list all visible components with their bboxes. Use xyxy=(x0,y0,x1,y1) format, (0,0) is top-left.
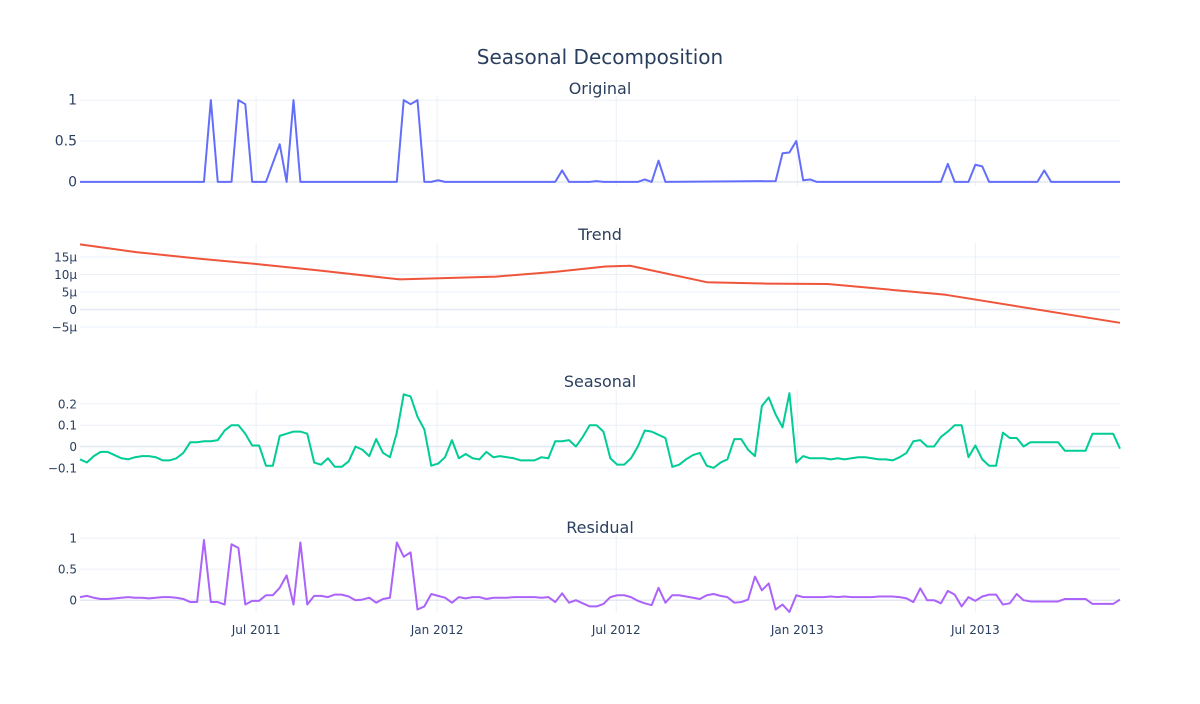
seasonal-ytick-label: 0.1 xyxy=(58,419,77,433)
residual-ytick-label: 0 xyxy=(69,594,77,608)
original-subplot-title: Original xyxy=(569,79,632,98)
x-tick-label: Jul 2012 xyxy=(591,623,641,637)
residual-series-line xyxy=(79,538,1121,613)
x-axis: Jul 2011 Jan 2012 Jul 2012 Jan 2013 Jul 2013 xyxy=(231,623,1000,637)
seasonal-ytick-label: 0.2 xyxy=(58,397,77,411)
original-series-line xyxy=(80,99,1120,183)
trend-ytick-label: 15μ xyxy=(54,251,77,265)
residual-ytick-label: 0.5 xyxy=(58,563,77,577)
original-ytick-label: 0.5 xyxy=(55,134,77,150)
original-ytick-label: 1 xyxy=(68,93,77,109)
trend-ytick-label: −5μ xyxy=(52,321,78,335)
seasonal-series-line xyxy=(79,392,1121,469)
seasonal-panel: −0.1 0 0.1 0.2 Seasonal xyxy=(48,372,1121,475)
x-tick-label: Jul 2011 xyxy=(231,623,281,637)
residual-subplot-title: Residual xyxy=(566,518,634,537)
original-ytick-label: 0 xyxy=(68,174,77,190)
original-panel: 0 0.5 1 Original xyxy=(55,79,1120,190)
subplot-panels: 0 0.5 1 Original −5μ 0 5μ 10μ 15μ Trend −0.1 0 0.1 0.… xyxy=(48,79,1121,613)
seasonal-subplot-title: Seasonal xyxy=(564,372,636,391)
chart-title: Seasonal Decomposition xyxy=(477,45,723,69)
x-tick-label: Jan 2013 xyxy=(770,623,824,637)
trend-panel: −5μ 0 5μ 10μ 15μ Trend xyxy=(52,225,1121,335)
trend-subplot-title: Trend xyxy=(577,225,622,244)
seasonal-ytick-label: 0 xyxy=(69,440,77,454)
trend-ytick-label: 5μ xyxy=(62,286,78,300)
residual-panel: 0 0.5 1 Residual xyxy=(58,518,1121,613)
trend-ytick-label: 0 xyxy=(69,303,77,317)
trend-series-line xyxy=(79,243,1121,324)
x-tick-label: Jul 2013 xyxy=(950,623,1000,637)
residual-ytick-label: 1 xyxy=(69,532,77,546)
trend-ytick-label: 10μ xyxy=(54,268,77,282)
x-tick-label: Jan 2012 xyxy=(410,623,464,637)
seasonal-ytick-label: −0.1 xyxy=(48,461,77,475)
